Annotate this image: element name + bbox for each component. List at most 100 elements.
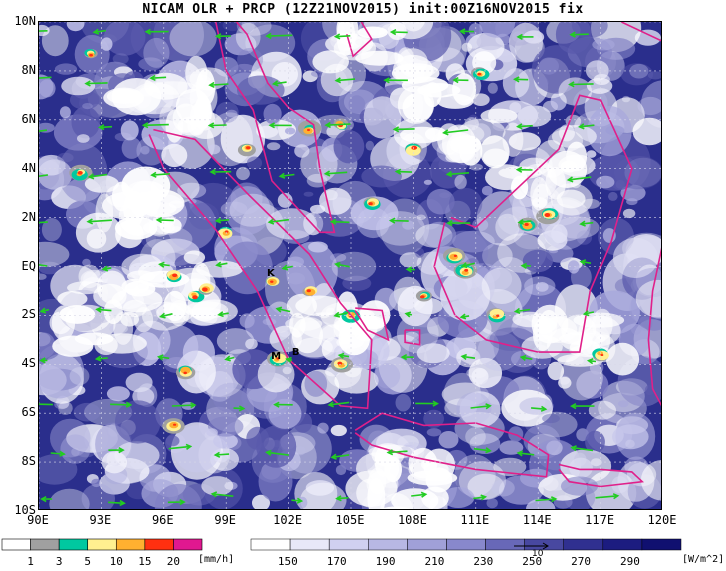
wind-arrow-head	[612, 493, 620, 500]
wind-arrow-head	[459, 28, 466, 35]
precip-cell	[172, 273, 178, 278]
cloud-blob	[555, 22, 592, 54]
wind-arrow-shaft	[273, 81, 287, 85]
cloud-blob	[165, 435, 180, 447]
cloud-blob	[612, 424, 649, 450]
wind-arrow-head	[330, 453, 337, 460]
cloud-blob	[121, 137, 142, 159]
lat-label: 2S	[21, 307, 36, 322]
wind-arrow-head	[513, 307, 521, 315]
cloud-blob	[330, 424, 347, 437]
olr-colorbar-tick: 290	[619, 555, 640, 568]
wind-arrow-head	[327, 401, 334, 408]
wind-arrow-head	[586, 358, 594, 365]
wind-arrow-head	[578, 123, 585, 130]
wind-arrow-head	[101, 265, 109, 272]
wind-arrow-head	[179, 498, 186, 506]
cloud-blob	[523, 30, 545, 44]
wind-arrow-shaft	[331, 220, 350, 224]
cloud-mass	[361, 42, 388, 72]
cloud-blob	[277, 192, 293, 208]
cloud-blob	[501, 389, 553, 427]
wind-arrow-shaft	[517, 124, 533, 128]
cloud-mass	[97, 270, 127, 304]
precip-colorbar-segment	[58, 538, 89, 551]
cloud-blob	[558, 376, 572, 389]
wind-arrow-shaft	[39, 174, 49, 177]
precip-colorbar-tick: 20	[166, 555, 181, 568]
cloud-blob	[374, 363, 401, 389]
cloud-mass	[436, 93, 474, 109]
cloud-mass	[363, 22, 390, 36]
wind-arrow-head	[445, 171, 453, 178]
precip-unit: [mm/h]	[198, 554, 235, 565]
map-panel	[38, 21, 662, 510]
wind-arrow-head	[39, 307, 47, 314]
wind-arrow-head	[156, 354, 164, 361]
cloud-mass	[408, 457, 449, 482]
olr-colorbar-segment	[289, 538, 330, 551]
wind-arrow-head	[570, 445, 577, 452]
lon-label: 114E	[522, 513, 552, 527]
wind-arrow-shaft	[335, 263, 350, 268]
cloud-blob	[60, 434, 91, 464]
olr-colorbar-tick: 190	[375, 555, 396, 568]
cloud-blob	[237, 75, 285, 105]
wind-arrow-head	[329, 218, 337, 225]
wind-arrow-head	[334, 261, 341, 268]
wind-arrow-shaft	[157, 219, 174, 222]
wind-arrow-head	[516, 123, 523, 130]
cloud-mass	[120, 311, 139, 327]
cloud-mass	[402, 92, 434, 122]
cloud-blob	[308, 241, 328, 253]
cloud-blob	[399, 252, 422, 268]
wind-arrow-shaft	[96, 308, 112, 312]
wind-arrow-head	[215, 261, 222, 268]
wind-arrow-head	[207, 122, 215, 129]
cloud-blob	[426, 188, 455, 215]
wind-arrow-shaft	[215, 453, 230, 456]
wind-arrow-shaft	[461, 355, 476, 359]
grid-lines	[39, 22, 661, 509]
wind-arrow-shaft	[233, 407, 244, 410]
wind-arrow-head	[394, 168, 402, 175]
precip-colorbar-tick: 15	[138, 555, 152, 568]
cloud-blob	[59, 106, 71, 119]
cloud-blob	[237, 47, 264, 72]
lat-label: 8N	[21, 62, 36, 77]
cloud-blob	[317, 422, 329, 434]
lat-label: 2N	[21, 209, 36, 224]
cloud-mass	[556, 189, 586, 209]
wind-arrow-shaft	[396, 170, 413, 173]
cloud-blob	[448, 187, 483, 221]
olr-colorbar-tick: 150	[277, 555, 298, 568]
cloud-blob	[459, 391, 501, 428]
wind-arrow-head	[460, 353, 467, 361]
cloud-blob	[225, 109, 238, 118]
wind-arrow-shaft	[394, 128, 415, 131]
wind-arrow-shaft	[50, 452, 65, 455]
lon-label: 117E	[585, 513, 615, 527]
cloud-blob	[81, 483, 115, 509]
cloud-blob	[154, 483, 202, 509]
cloud-blob	[303, 191, 314, 197]
cloud-blob	[71, 106, 100, 139]
wind-arrow-shaft	[388, 450, 408, 454]
olr-colorbar-tick: 230	[473, 555, 494, 568]
wind-arrow-head	[158, 261, 165, 268]
cloud-blob	[443, 372, 482, 417]
wind-arrow-head	[275, 306, 283, 313]
wind-arrow-head	[265, 32, 272, 40]
cloud-blob	[365, 140, 375, 151]
wind-arrow-shaft	[473, 447, 491, 452]
precip-cell	[225, 230, 229, 233]
wind-arrow-head	[517, 218, 525, 226]
wind-arrow-head	[278, 172, 286, 179]
cloud-blob	[103, 22, 146, 56]
precip-cell	[477, 72, 482, 76]
cloud-blob	[486, 498, 498, 509]
wind-arrow-head	[149, 74, 156, 82]
wind-arrow-shaft	[390, 219, 409, 222]
map-canvas	[39, 22, 661, 509]
cloud-blob	[542, 413, 560, 424]
